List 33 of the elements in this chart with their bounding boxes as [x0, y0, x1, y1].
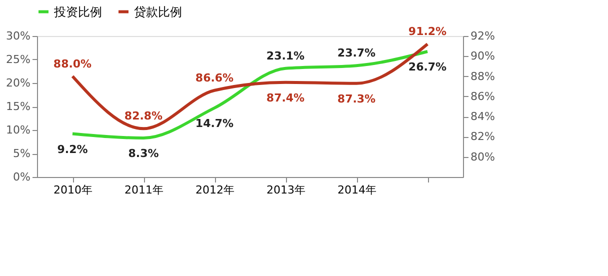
y2-tick-label: 86% — [470, 90, 495, 103]
legend-label: 投资比例 — [53, 4, 102, 19]
y2-tick-label: 84% — [470, 110, 495, 124]
x-tick-label: 2014年 — [338, 184, 376, 196]
y2-tick-label: 90% — [470, 50, 495, 63]
data-label: 9.2% — [57, 142, 88, 156]
data-label: 87.3% — [337, 92, 376, 106]
y-tick-label: 15% — [6, 100, 30, 113]
y-tick-label: 10% — [6, 124, 30, 136]
x-tick-label: 2012年 — [196, 184, 234, 196]
data-label: 23.1% — [266, 49, 305, 62]
x-tick-label: 2010年 — [54, 184, 92, 196]
x-tick-label: 2011年 — [124, 184, 164, 196]
data-label: 86.6% — [195, 71, 234, 84]
y2-tick-label: 88% — [470, 70, 495, 83]
legend-label: 贷款比例 — [134, 4, 182, 19]
y-tick-label: 5% — [13, 147, 30, 160]
data-label: 26.7% — [408, 60, 447, 74]
data-label: 8.3% — [128, 146, 159, 160]
data-label: 91.2% — [408, 25, 447, 38]
y2-tick-label: 80% — [470, 150, 495, 164]
y2-tick-label: 82% — [470, 130, 495, 144]
data-label: 82.8% — [124, 110, 163, 123]
data-label: 14.7% — [195, 116, 234, 130]
data-label: 23.7% — [337, 46, 376, 60]
y-tick-label: 25% — [6, 53, 30, 66]
y-tick-label: 0% — [13, 170, 30, 184]
y-tick-label: 30% — [6, 30, 30, 42]
data-label: 88.0% — [53, 57, 92, 70]
y-tick-label: 20% — [6, 76, 30, 90]
data-label: 87.4% — [266, 91, 305, 104]
x-tick-label: 2013年 — [266, 184, 306, 196]
y2-tick-label: 92% — [470, 30, 495, 42]
